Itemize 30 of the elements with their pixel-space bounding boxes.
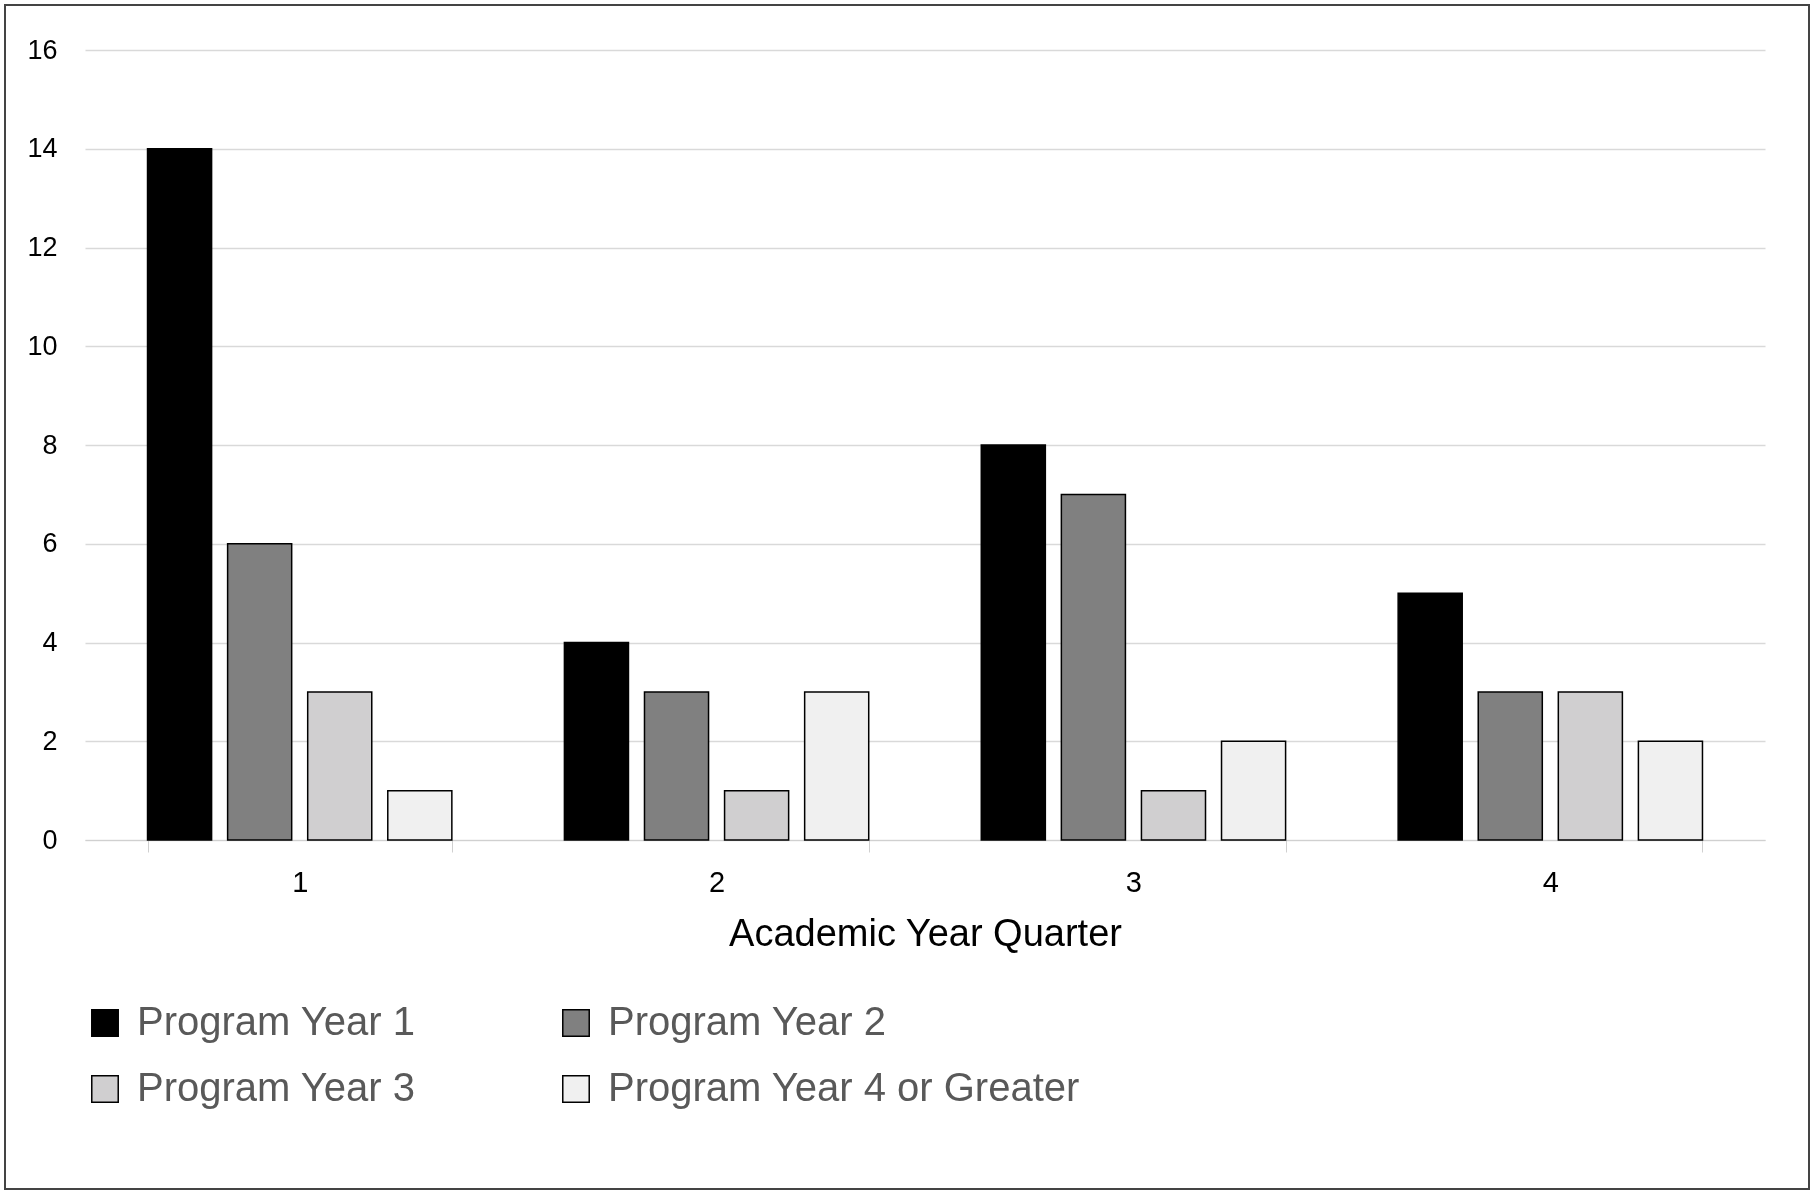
legend-label: Program Year 2: [608, 999, 886, 1043]
y-tick-label: 16: [27, 34, 58, 65]
bar: [643, 691, 710, 841]
legend-label: Program Year 1: [137, 999, 415, 1043]
bar: [563, 641, 630, 841]
bar: [1060, 493, 1127, 841]
y-tick-label: 6: [42, 528, 58, 559]
y-tick-label: 14: [27, 133, 58, 164]
bar: [1477, 691, 1544, 841]
x-tick-label: 1: [292, 865, 309, 898]
y-tick-label: 10: [27, 330, 58, 361]
x-axis-title: Academic Year Quarter: [729, 911, 1123, 954]
y-tick-label: 12: [27, 232, 58, 262]
x-tick-label: 2: [708, 865, 726, 898]
y-tick-label: 4: [42, 627, 58, 657]
bar: [146, 148, 213, 841]
bar: [1220, 740, 1287, 841]
legend-label: Program Year 4 or Greater: [608, 1065, 1080, 1109]
y-tick-label: 0: [42, 824, 58, 855]
legend-label: Program Year 3: [137, 1065, 415, 1109]
x-tick-label: 4: [1542, 865, 1559, 898]
x-tick-label: 3: [1125, 865, 1143, 898]
bar: [980, 444, 1047, 841]
bar: [387, 789, 453, 841]
bar: [1637, 740, 1704, 841]
bar: [1397, 592, 1463, 841]
y-tick-label: 8: [42, 429, 58, 460]
bar: [226, 543, 293, 841]
y-tick-label: 2: [42, 725, 58, 756]
bar: [803, 691, 870, 841]
